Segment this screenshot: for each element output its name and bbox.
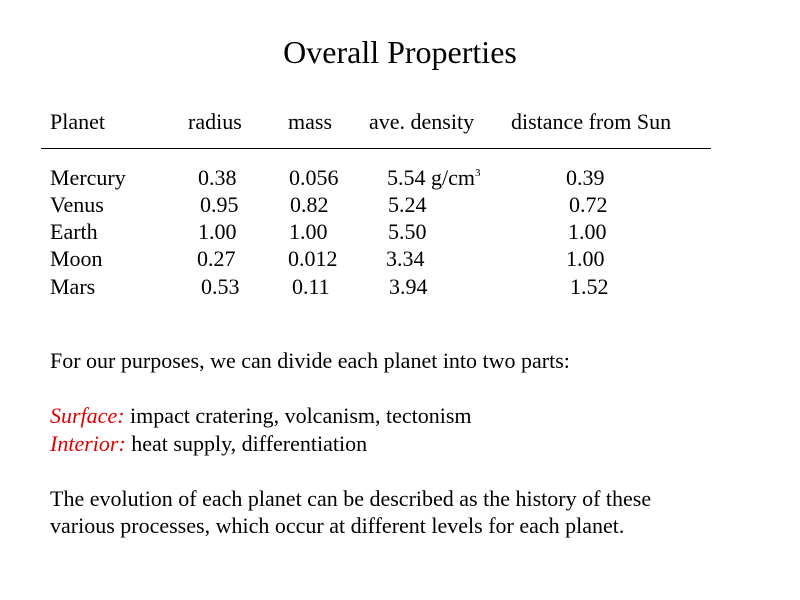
cell-radius: 0.27 bbox=[197, 246, 236, 271]
cell-mass: 0.11 bbox=[292, 274, 330, 299]
table-divider bbox=[41, 148, 711, 149]
cell-density: 3.94 bbox=[389, 274, 428, 299]
header-distance: distance from Sun bbox=[511, 109, 672, 134]
header-planet: Planet bbox=[50, 109, 105, 134]
cell-planet: Earth bbox=[50, 219, 98, 244]
cell-mass: 1.00 bbox=[289, 219, 328, 244]
cell-radius: 0.95 bbox=[200, 192, 239, 217]
surface-label: Surface: bbox=[50, 403, 125, 428]
header-radius: radius bbox=[188, 109, 242, 134]
cell-radius: 0.38 bbox=[198, 165, 237, 190]
cell-mass: 0.056 bbox=[289, 165, 339, 190]
intro-text: For our purposes, we can divide each pla… bbox=[50, 348, 570, 373]
cell-radius: 0.53 bbox=[201, 274, 240, 299]
cell-density: 3.34 bbox=[386, 246, 425, 271]
cell-planet: Mars bbox=[50, 274, 96, 299]
conclusion-line-2: various processes, which occur at differ… bbox=[50, 513, 625, 538]
cell-density: 5.50 bbox=[388, 219, 427, 244]
surface-line: Surface: impact cratering, volcanism, te… bbox=[50, 402, 472, 430]
conclusion-line-1: The evolution of each planet can be desc… bbox=[50, 486, 652, 511]
cell-distance: 1.52 bbox=[570, 274, 609, 299]
cell-mass: 0.82 bbox=[290, 192, 329, 217]
interior-line: Interior: heat supply, differentiation bbox=[50, 430, 367, 458]
surface-processes: impact cratering, volcanism, tectonism bbox=[124, 403, 472, 428]
cell-distance: 0.72 bbox=[569, 192, 608, 217]
cell-mass: 0.012 bbox=[288, 246, 338, 271]
cell-density: 5.54 g/cm3 bbox=[387, 164, 481, 191]
cell-density: 5.24 bbox=[388, 192, 427, 217]
cell-distance: 1.00 bbox=[566, 246, 605, 271]
cell-planet: Moon bbox=[50, 246, 103, 271]
interior-processes: heat supply, differentiation bbox=[125, 431, 368, 456]
cell-planet: Venus bbox=[50, 192, 104, 217]
cell-distance: 1.00 bbox=[568, 219, 607, 244]
cell-radius: 1.00 bbox=[198, 219, 237, 244]
header-mass: mass bbox=[288, 109, 332, 134]
page-title: Overall Properties bbox=[283, 34, 517, 70]
cell-planet: Mercury bbox=[50, 165, 126, 190]
density-unit-superscript: 3 bbox=[475, 167, 481, 179]
interior-label: Interior: bbox=[50, 431, 126, 456]
header-density: ave. density bbox=[369, 109, 475, 134]
density-value: 5.54 g/cm bbox=[387, 165, 475, 190]
cell-distance: 0.39 bbox=[566, 165, 605, 190]
